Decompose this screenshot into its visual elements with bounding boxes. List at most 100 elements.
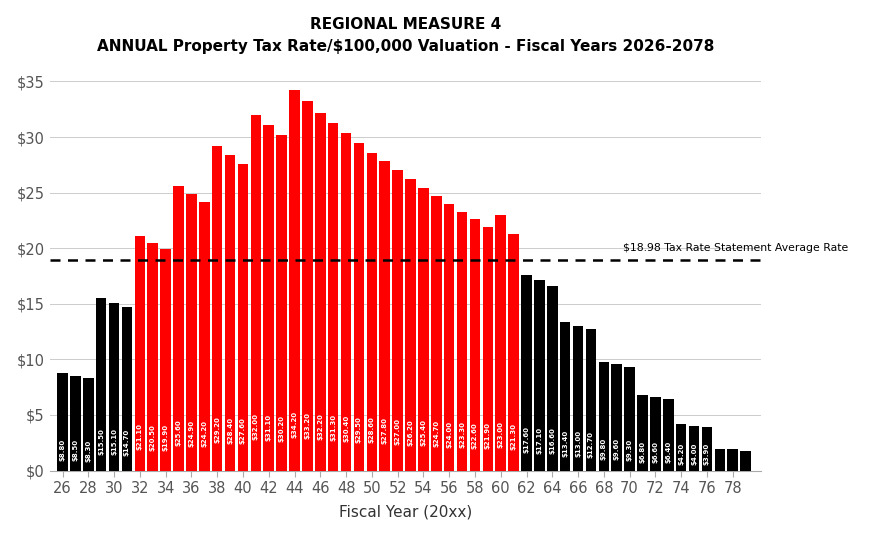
Bar	[714, 450, 726, 471]
Bar	[419, 188, 429, 471]
Bar	[328, 123, 338, 471]
Bar	[392, 170, 403, 471]
Title: REGIONAL MEASURE 4
ANNUAL Property Tax Rate/$100,000 Valuation - Fiscal Years 20: REGIONAL MEASURE 4 ANNUAL Property Tax R…	[97, 17, 714, 54]
Text: $25.40: $25.40	[420, 419, 426, 446]
Text: $24.70: $24.70	[433, 420, 439, 447]
Text: $15.10: $15.10	[111, 428, 117, 456]
Bar	[598, 362, 610, 471]
Text: $23.00: $23.00	[498, 421, 504, 449]
Text: $27.80: $27.80	[382, 417, 388, 444]
Bar	[702, 427, 712, 471]
Text: $21.30: $21.30	[511, 423, 516, 450]
Text: $24.20: $24.20	[201, 420, 208, 448]
Bar	[302, 101, 313, 471]
Bar	[560, 322, 570, 471]
Bar	[611, 364, 622, 471]
Bar	[354, 143, 364, 471]
Text: $6.40: $6.40	[665, 441, 671, 463]
Bar	[96, 298, 106, 471]
Text: $25.60: $25.60	[175, 419, 181, 446]
Text: $13.00: $13.00	[575, 430, 581, 457]
Bar	[624, 367, 635, 471]
Bar	[70, 376, 81, 471]
Bar	[315, 113, 325, 471]
Bar	[689, 426, 699, 471]
Text: $27.00: $27.00	[395, 418, 400, 445]
Text: $17.60: $17.60	[523, 426, 529, 453]
Bar	[225, 155, 235, 471]
Bar	[147, 243, 158, 471]
Bar	[122, 307, 133, 471]
Text: $31.10: $31.10	[266, 414, 272, 441]
Bar	[535, 280, 545, 471]
Text: $14.70: $14.70	[124, 429, 130, 456]
Bar	[637, 395, 648, 471]
Bar	[174, 186, 184, 471]
Text: $16.60: $16.60	[549, 427, 555, 454]
Text: $17.10: $17.10	[536, 427, 542, 453]
Text: $4.00: $4.00	[691, 443, 697, 465]
Text: $8.30: $8.30	[85, 440, 92, 461]
Bar	[186, 193, 197, 471]
Bar	[263, 125, 274, 471]
Bar	[405, 179, 416, 471]
Bar	[341, 132, 351, 471]
Text: $3.90: $3.90	[704, 443, 710, 465]
Text: $24.00: $24.00	[446, 420, 453, 448]
Bar	[199, 202, 209, 471]
Bar	[547, 286, 557, 471]
Bar	[495, 215, 506, 471]
Text: $8.80: $8.80	[59, 439, 65, 461]
Text: $31.30: $31.30	[330, 414, 337, 441]
Bar	[109, 303, 119, 471]
Text: $9.80: $9.80	[601, 438, 607, 460]
Text: $32.00: $32.00	[253, 413, 259, 441]
Text: $28.40: $28.40	[227, 416, 233, 444]
Text: $33.20: $33.20	[304, 412, 310, 440]
Text: $29.20: $29.20	[215, 416, 221, 443]
X-axis label: Fiscal Year (20xx): Fiscal Year (20xx)	[338, 504, 472, 519]
Text: $30.20: $30.20	[279, 415, 284, 442]
Bar	[457, 212, 467, 471]
Bar	[573, 326, 583, 471]
Bar	[276, 135, 287, 471]
Bar	[508, 234, 519, 471]
Text: $24.90: $24.90	[188, 420, 194, 447]
Text: $6.80: $6.80	[639, 441, 645, 463]
Text: $22.60: $22.60	[472, 422, 478, 449]
Text: $29.50: $29.50	[356, 416, 362, 443]
Bar	[379, 161, 390, 471]
Bar	[83, 378, 93, 471]
Text: $30.40: $30.40	[343, 415, 349, 442]
Text: $20.50: $20.50	[150, 424, 156, 451]
Bar	[482, 227, 494, 471]
Text: $19.90: $19.90	[163, 424, 168, 451]
Text: $15.50: $15.50	[99, 428, 105, 455]
Bar	[651, 397, 661, 471]
Text: $6.60: $6.60	[652, 441, 658, 463]
Text: $4.20: $4.20	[678, 443, 685, 465]
Bar	[212, 146, 222, 471]
Text: $12.70: $12.70	[588, 430, 594, 458]
Bar	[290, 91, 300, 471]
Bar	[366, 153, 378, 471]
Bar	[740, 451, 751, 471]
Text: $9.60: $9.60	[614, 438, 620, 460]
Bar	[663, 399, 673, 471]
Text: $21.90: $21.90	[485, 422, 491, 449]
Bar	[134, 236, 145, 471]
Bar	[521, 275, 532, 471]
Bar	[250, 115, 261, 471]
Bar	[676, 424, 686, 471]
Bar	[727, 450, 738, 471]
Text: $18.98 Tax Rate Statement Average Rate: $18.98 Tax Rate Statement Average Rate	[623, 243, 848, 254]
Bar	[238, 163, 249, 471]
Bar	[160, 249, 171, 471]
Text: $34.20: $34.20	[291, 411, 297, 438]
Bar	[586, 330, 596, 471]
Text: $32.20: $32.20	[317, 413, 324, 440]
Text: $28.60: $28.60	[369, 416, 375, 443]
Text: $27.60: $27.60	[240, 418, 246, 444]
Bar	[58, 373, 68, 471]
Text: $13.40: $13.40	[562, 430, 569, 457]
